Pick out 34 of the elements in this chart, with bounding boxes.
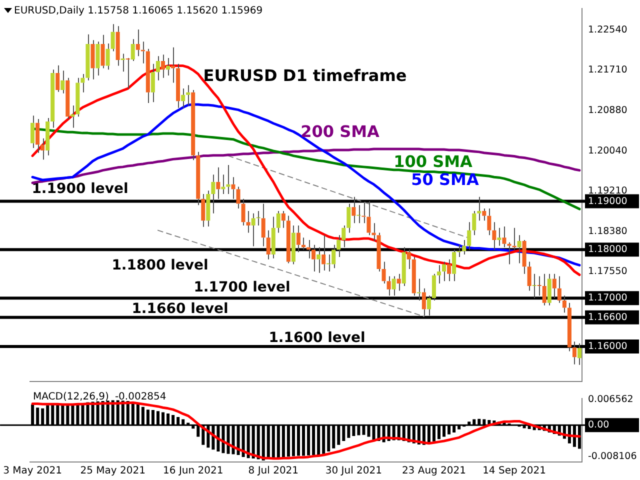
y-tick-label: 1.22540 — [588, 24, 628, 36]
x-tick-label: 16 Jun 2021 — [163, 466, 224, 477]
series-label: 100 SMA — [394, 152, 474, 172]
x-tick-label: 25 May 2021 — [80, 466, 146, 477]
y-tick-label: 1.16000 — [588, 340, 628, 352]
y-tick-label: 0.00 — [588, 420, 610, 431]
ref-line-label: 1.1900 level — [32, 180, 128, 197]
x-tick-label: 23 Aug 2021 — [402, 466, 466, 477]
y-tick-label: 1.20040 — [588, 145, 628, 156]
y-tick-label: 1.18000 — [588, 244, 628, 256]
y-tick-label: 0.006562 — [588, 394, 634, 406]
x-tick-label: 8 Jul 2021 — [248, 466, 299, 477]
y-tick-label: 1.21710 — [588, 64, 628, 76]
y-tick-label: 1.17550 — [588, 266, 628, 277]
ref-line-label: 1.1660 level — [132, 301, 228, 318]
chart-title: MACD(12,26,9) — [33, 392, 110, 403]
y-tick-label: -0.008106 — [588, 451, 637, 462]
y-tick-label: 1.16600 — [588, 312, 628, 323]
chart-subtitle: EURUSD,Daily 1.15758 1.16065 1.15620 1.15969 — [14, 6, 263, 17]
x-tick-label: 30 Jul 2021 — [325, 466, 382, 477]
text: EURUSD D1 timeframe — [203, 66, 407, 86]
x-tick-label: 14 Sep 2021 — [482, 466, 546, 477]
y-tick-label: 1.19000 — [588, 196, 628, 207]
series-label: 200 SMA — [300, 122, 380, 142]
ref-line-label: 1.1600 level — [268, 330, 366, 346]
y-tick-label: 1.17000 — [588, 292, 628, 304]
y-tick-label: 1.18380 — [588, 226, 628, 237]
ref-line-label: 1.1800 level — [112, 257, 208, 274]
ref-line-label: 1.1700 level — [194, 280, 290, 296]
y-tick-label: 1.20880 — [588, 104, 628, 116]
x-tick-label: 3 May 2021 — [3, 466, 62, 477]
y-tick-label: 1.19210 — [588, 186, 628, 197]
annotation: -0.002854 — [114, 392, 166, 403]
series-label: 50 SMA — [411, 170, 480, 190]
